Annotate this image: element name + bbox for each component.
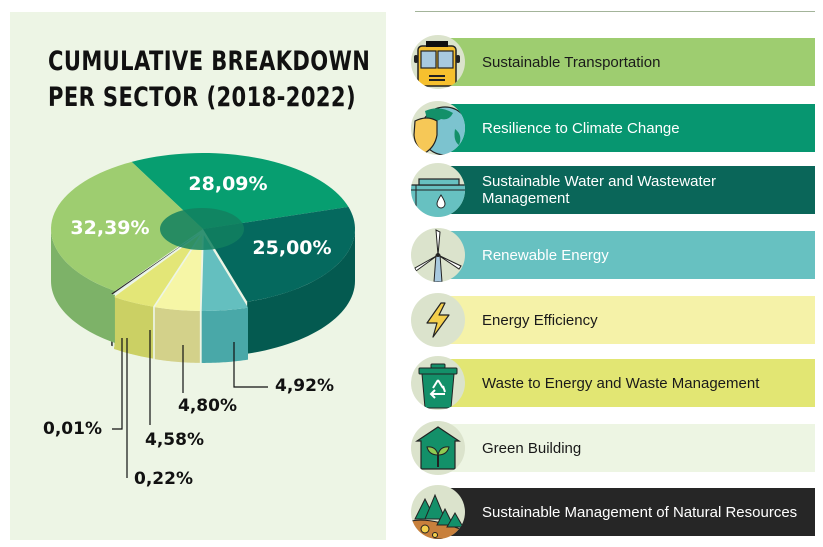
legend-item-green-building: Green Building [410,424,815,472]
legend-item-resilience-to-climate-change: Resilience to Climate Change [410,104,815,152]
bus-icon [411,35,465,89]
water-tank-icon [411,163,465,217]
slice-label-28-09: 28,09% [188,173,267,195]
legend-item-sustainable-water: Sustainable Water and Wastewater Managem… [410,166,815,214]
legend-label: Sustainable Transportation [482,38,807,86]
legend-label: Green Building [482,424,807,472]
pie-side-4-58- [114,297,153,359]
legend-item-renewable-energy: Renewable Energy [410,231,815,279]
legend-label: Resilience to Climate Change [482,104,807,152]
legend-label: Renewable Energy [482,231,807,279]
legend-label: Waste to Energy and Waste Management [482,359,807,407]
forest-icon [411,485,465,539]
lightning-icon [411,293,465,347]
slice-label-4-80: 4,80% [178,396,237,416]
pie-side-4-92- [202,308,248,363]
pie-chart: 32,39% 28,09% 25,00% [0,0,400,547]
legend-label: Energy Efficiency [482,296,807,344]
slice-label-4-92: 4,92% [275,376,334,396]
leader-line-0-01 [112,338,122,429]
globe-shield-icon [411,101,465,155]
slice-label-32-39: 32,39% [70,217,149,239]
recycle-bin-icon [411,356,465,410]
legend-item-waste-to-energy: Waste to Energy and Waste Management [410,359,815,407]
slice-label-0-01: 0,01% [43,419,102,439]
wind-turbine-icon [411,228,465,282]
legend-item-natural-resources: Sustainable Management of Natural Resour… [410,488,815,536]
legend-item-sustainable-transportation: Sustainable Transportation [410,38,815,86]
legend-label: Sustainable Water and Wastewater Managem… [482,166,807,214]
slice-label-25-00: 25,00% [252,237,331,259]
legend-item-energy-efficiency: Energy Efficiency [410,296,815,344]
legend-label: Sustainable Management of Natural Resour… [482,488,807,536]
pie-side-4-80- [155,307,200,363]
green-house-icon [411,421,465,475]
pie-center-hole [160,208,244,250]
legend-top-divider [415,11,815,12]
slice-label-0-22: 0,22% [134,469,193,489]
slice-label-4-58: 4,58% [145,430,204,450]
